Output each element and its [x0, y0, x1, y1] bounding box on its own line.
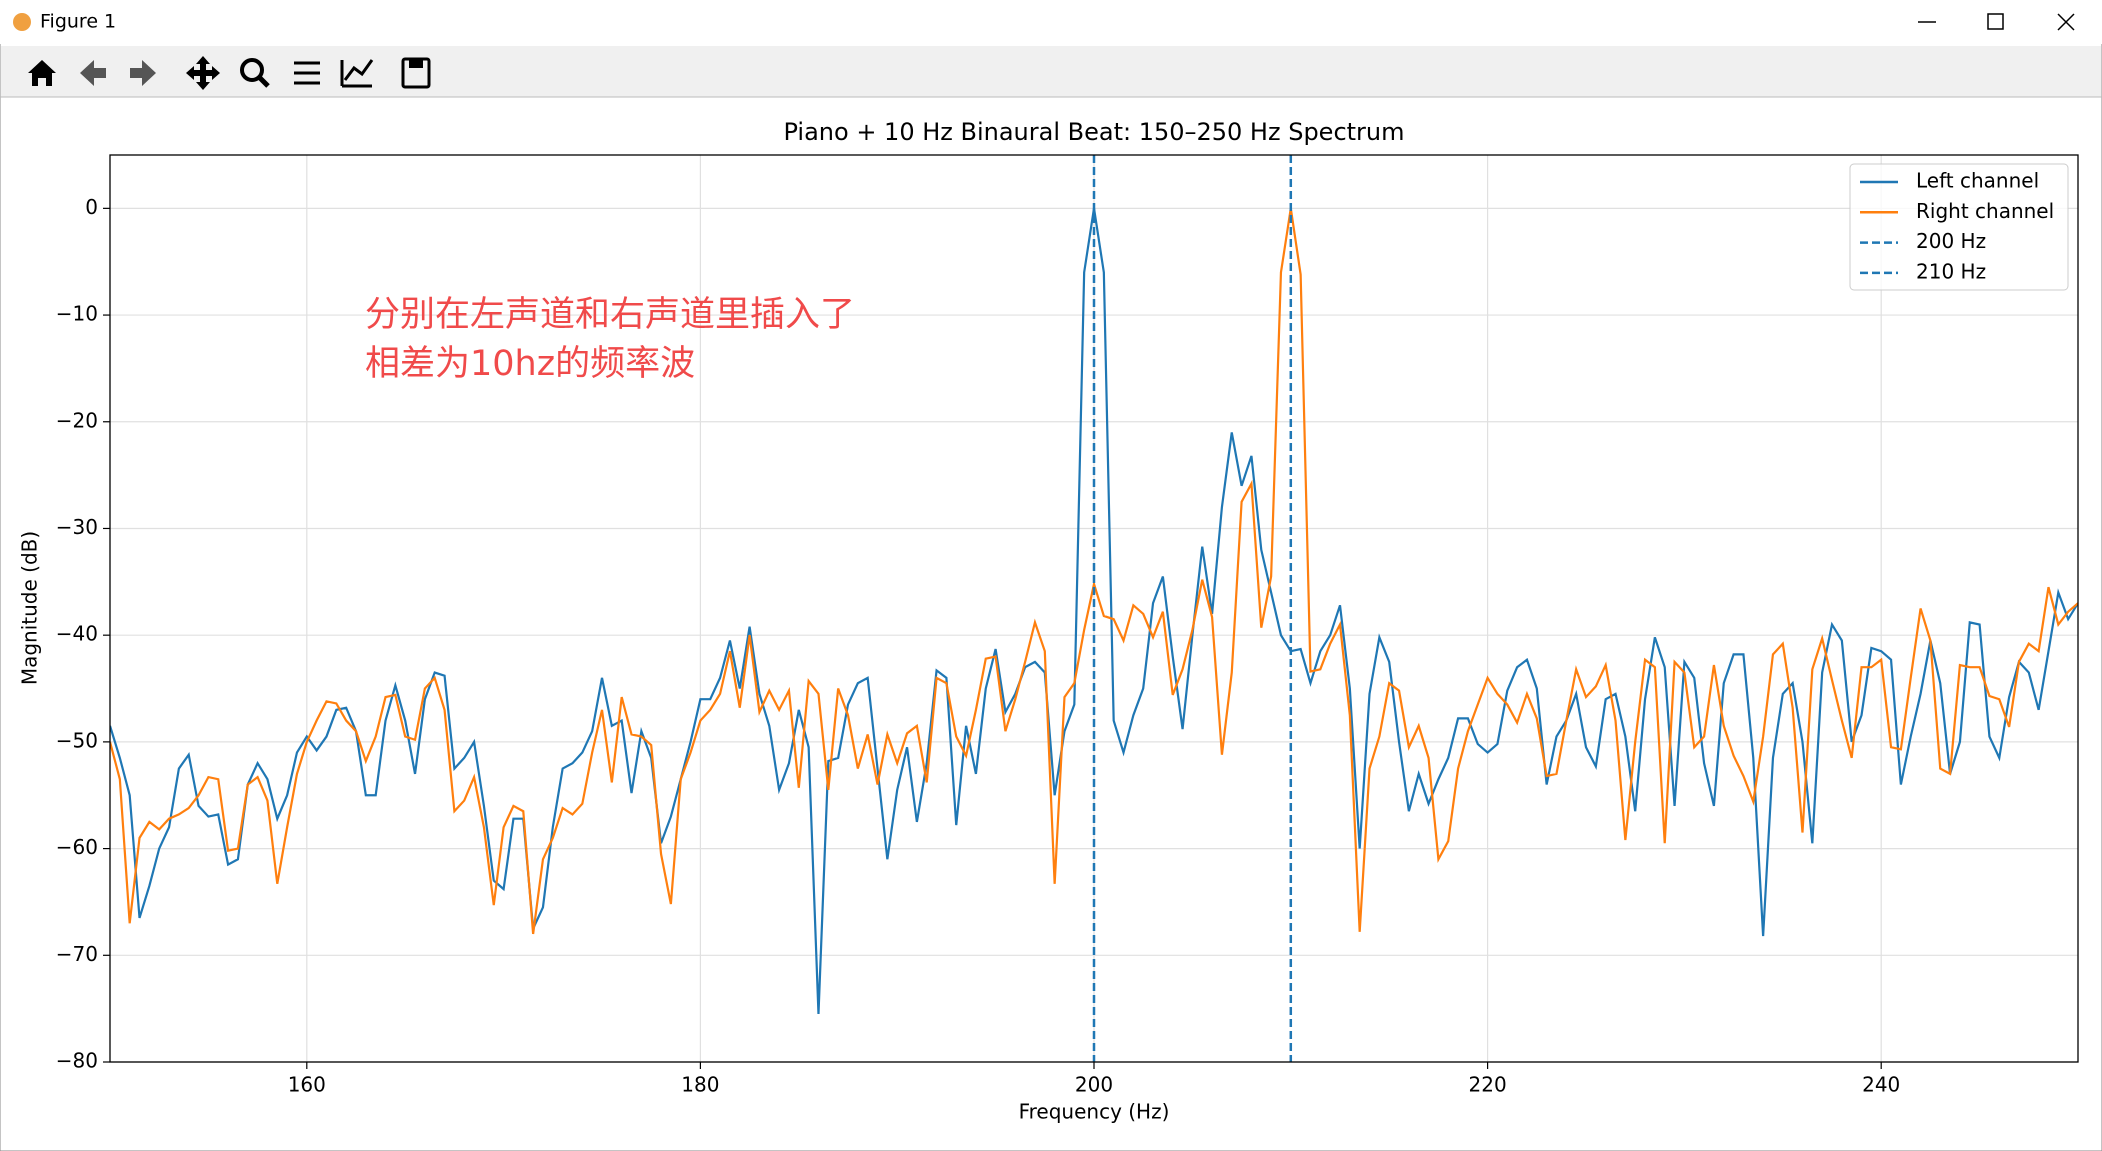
y-tick-label: −70: [56, 942, 98, 966]
chart-title: Piano + 10 Hz Binaural Beat: 150–250 Hz …: [783, 118, 1404, 146]
y-tick-label: −30: [56, 515, 98, 539]
y-axis-label: Magnitude (dB): [18, 531, 42, 685]
annotation: 分别在左声道和右声道里插入了: [365, 295, 855, 335]
home-button[interactable]: [28, 60, 56, 86]
x-axis-label: Frequency (Hz): [1019, 1100, 1170, 1124]
title-bar: [0, 0, 2102, 44]
y-tick-label: −50: [56, 728, 98, 752]
x-tick-label: 180: [681, 1073, 719, 1097]
forward-button[interactable]: [130, 60, 156, 86]
y-tick-label: −10: [56, 302, 98, 326]
axes-edit-button[interactable]: [340, 59, 374, 88]
pan-button[interactable]: [186, 56, 220, 90]
zoom-button[interactable]: [240, 58, 264, 82]
y-tick-label: −20: [56, 408, 98, 432]
legend-box: [1849, 163, 2069, 291]
y-tick-label: 0: [85, 195, 98, 219]
annotation: 相差为10hz的频率波: [365, 344, 695, 384]
save-icon-part: [409, 59, 423, 68]
back-button[interactable]: [80, 60, 106, 86]
zoom-handle: [257, 75, 270, 88]
y-tick-label: −60: [56, 835, 98, 859]
x-tick-label: 240: [1862, 1073, 1900, 1097]
x-tick-label: 200: [1075, 1073, 1113, 1097]
y-tick-label: −40: [56, 622, 98, 646]
legend-label: 210 Hz: [1916, 259, 1986, 283]
configure-button[interactable]: [294, 61, 320, 85]
legend-label: Left channel: [1916, 169, 2039, 193]
close-button[interactable]: [2057, 13, 2075, 31]
legend-label: Right channel: [1916, 199, 2054, 223]
data-line: [110, 208, 2078, 935]
x-tick-label: 160: [288, 1073, 326, 1097]
plot-frame: [109, 154, 2079, 1063]
maximize-button[interactable]: [1987, 13, 2004, 30]
x-tick-label: 220: [1469, 1073, 1507, 1097]
app-icon: [13, 13, 31, 31]
legend-label: 200 Hz: [1916, 229, 1986, 253]
window-title: Figure 1: [40, 11, 116, 33]
y-tick-label: −80: [56, 1049, 98, 1073]
